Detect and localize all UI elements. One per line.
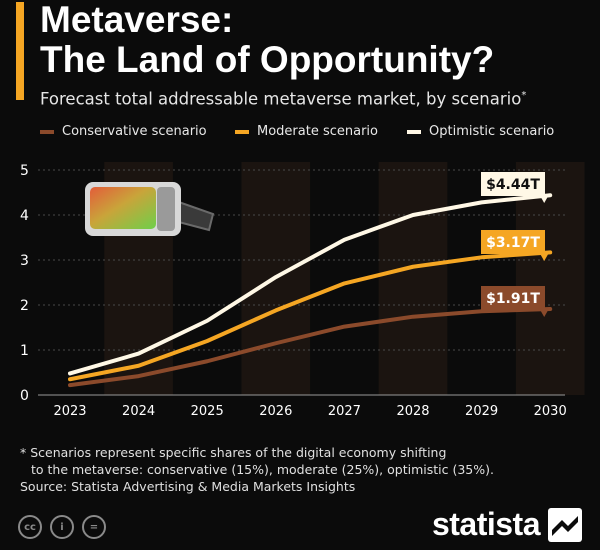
statista-logo-icon <box>548 507 582 542</box>
end-label-box-moderate <box>481 230 545 254</box>
accent-bar <box>16 2 24 100</box>
vr-visor <box>90 187 156 229</box>
line-chart: 0 1 2 3 4 5 2023 2024 2025 2026 2027 2028 2029 2030 $1… <box>20 162 585 419</box>
source-text: Source: Statista Advertising & Media Mar… <box>20 479 356 494</box>
footnote-line-1: * Scenarios represent specific shares of… <box>20 445 447 460</box>
y-tick-label: 5 <box>20 163 29 179</box>
series-line-optimistic <box>68 193 553 376</box>
footnote-line-2: to the metaverse: conservative (15%), mo… <box>31 462 494 477</box>
end-label-box-optimistic <box>481 172 545 196</box>
statista-brand[interactable]: statista <box>432 506 582 543</box>
x-tick-label: 2029 <box>465 404 498 419</box>
subtitle-footnote-marker: * <box>521 90 527 101</box>
column-band <box>378 162 448 395</box>
data-point-optimistic <box>548 193 552 197</box>
legend-swatch <box>407 129 421 134</box>
legend-swatch <box>235 129 249 134</box>
legend-item-moderate: Moderate scenario <box>235 124 378 139</box>
series-line-conservative <box>68 307 553 388</box>
legend-label: Optimistic scenario <box>429 124 555 139</box>
data-point-moderate <box>68 377 72 381</box>
data-point-optimistic <box>480 200 484 204</box>
data-point-conservative <box>411 315 415 319</box>
end-label-pointer-conservative <box>540 310 549 317</box>
x-tick-label: 2026 <box>259 404 292 419</box>
data-point-optimistic <box>342 238 346 242</box>
x-tick-label: 2024 <box>122 404 155 419</box>
x-tick-label: 2025 <box>191 404 224 419</box>
x-tick-label: 2023 <box>53 404 86 419</box>
legend-label: Conservative scenario <box>62 124 207 139</box>
x-tick-label: 2030 <box>534 404 567 419</box>
data-point-moderate <box>342 281 346 285</box>
data-point-optimistic <box>205 319 209 323</box>
data-point-conservative <box>274 341 278 345</box>
data-point-conservative <box>548 307 552 311</box>
data-point-optimistic <box>137 352 141 356</box>
data-point-moderate <box>274 308 278 312</box>
end-value-label-conservative: $1.91T <box>486 291 540 307</box>
data-point-conservative <box>480 309 484 313</box>
vr-headset-icon <box>85 182 215 236</box>
data-point-moderate <box>137 364 141 368</box>
end-label-box-conservative <box>481 286 545 310</box>
end-value-label-moderate: $3.17T <box>486 235 540 251</box>
creative-commons-icon[interactable]: cc <box>18 515 42 539</box>
y-tick-label: 0 <box>20 388 29 404</box>
data-point-moderate <box>411 265 415 269</box>
license-icons: cc i = <box>18 515 114 539</box>
y-tick-label: 2 <box>20 298 29 314</box>
data-point-moderate <box>548 250 552 254</box>
brand-name: statista <box>431 506 541 542</box>
series-line-moderate <box>68 250 553 382</box>
legend-item-optimistic: Optimistic scenario <box>407 124 554 139</box>
attribution-icon[interactable]: i <box>50 515 74 539</box>
data-point-conservative <box>205 359 209 363</box>
data-point-conservative <box>342 325 346 329</box>
legend-swatch <box>40 129 54 134</box>
vr-side <box>157 187 175 231</box>
end-label-pointer-moderate <box>540 254 549 261</box>
y-tick-label: 4 <box>20 208 29 224</box>
chart-subtitle: Forecast total addressable metaverse mar… <box>40 86 595 110</box>
data-point-conservative <box>137 374 141 378</box>
y-tick-label: 1 <box>20 343 29 359</box>
subtitle-text: Forecast total addressable metaverse mar… <box>40 89 522 109</box>
data-point-moderate <box>205 339 209 343</box>
no-derivatives-icon[interactable]: = <box>82 515 106 539</box>
x-tick-label: 2028 <box>396 404 429 419</box>
footnote: * Scenarios represent specific shares of… <box>20 444 590 495</box>
data-point-conservative <box>68 383 72 387</box>
title-line-2: The Land of Opportunity? <box>40 39 495 80</box>
data-point-optimistic <box>68 371 72 375</box>
legend-label: Moderate scenario <box>257 124 378 139</box>
end-value-label-optimistic: $4.44T <box>486 177 540 193</box>
legend-item-conservative: Conservative scenario <box>40 124 207 139</box>
data-point-moderate <box>480 255 484 259</box>
data-point-optimistic <box>274 275 278 279</box>
data-point-optimistic <box>411 213 415 217</box>
title-line-1: Metaverse: <box>40 0 234 40</box>
end-label-pointer-optimistic <box>540 196 549 203</box>
chart-legend: Conservative scenario Moderate scenario Op… <box>40 124 595 144</box>
page-title: Metaverse: The Land of Opportunity? <box>40 0 590 80</box>
column-band <box>515 162 585 395</box>
y-tick-label: 3 <box>20 253 29 269</box>
x-tick-label: 2027 <box>328 404 361 419</box>
